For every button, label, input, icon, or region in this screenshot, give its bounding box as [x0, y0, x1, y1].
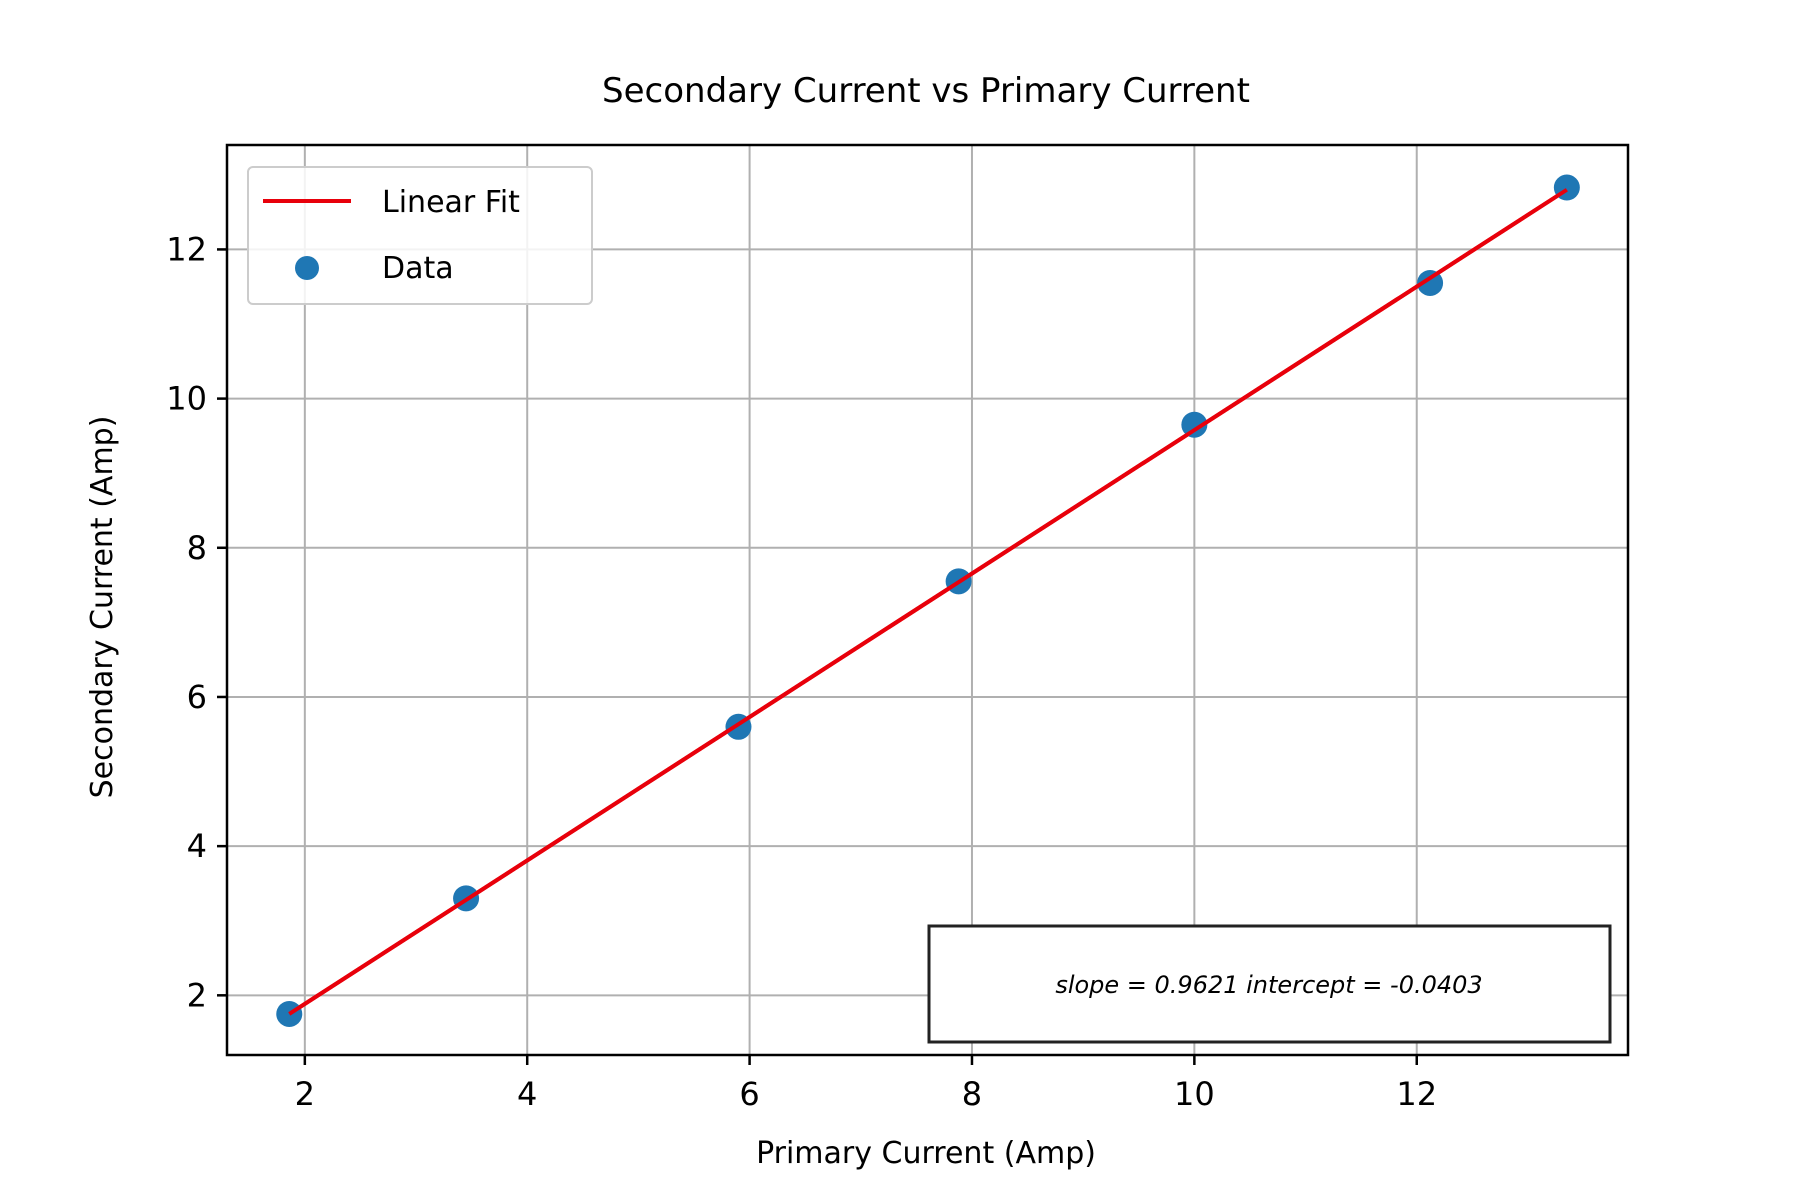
x-tick-label: 2: [295, 1075, 315, 1113]
legend-label-data: Data: [382, 251, 454, 286]
y-tick-label: 12: [166, 230, 207, 268]
y-tick-label: 8: [187, 529, 207, 567]
x-axis-label: Primary Current (Amp): [756, 1136, 1096, 1171]
legend-swatch-data: [295, 256, 319, 280]
y-tick-label: 6: [187, 678, 207, 716]
plot-frame: [225, 143, 1630, 1057]
data-point: [1417, 269, 1444, 296]
annotation-box: slope = 0.9621 intercept = -0.0403: [927, 924, 1612, 1044]
chart-title: Secondary Current vs Primary Current: [602, 71, 1250, 111]
x-tick-label: 12: [1396, 1075, 1437, 1113]
annotation-text: slope = 0.9621 intercept = -0.0403: [1055, 971, 1482, 999]
x-tick-label: 8: [962, 1075, 982, 1113]
x-tick-label: 10: [1174, 1075, 1215, 1113]
axes: 2 4 6 8 10 12 2 4 6 8 10 12: [166, 143, 1630, 1113]
y-tick-label: 2: [187, 976, 207, 1014]
legend-label-linear-fit: Linear Fit: [382, 185, 520, 220]
x-tick-label: 6: [739, 1075, 759, 1113]
series-line-linear-fit-overlay: [288, 188, 1568, 1016]
y-tick-label: 10: [166, 380, 207, 418]
y-tick-label: 4: [187, 827, 207, 865]
legend: Linear Fit Data: [247, 166, 593, 305]
x-tick-label: 4: [517, 1075, 537, 1113]
y-axis-label: Secondary Current (Amp): [85, 416, 120, 799]
annotation-frame: [927, 924, 1612, 1044]
data-point: [1181, 411, 1208, 438]
plot-area: [276, 174, 1580, 1027]
